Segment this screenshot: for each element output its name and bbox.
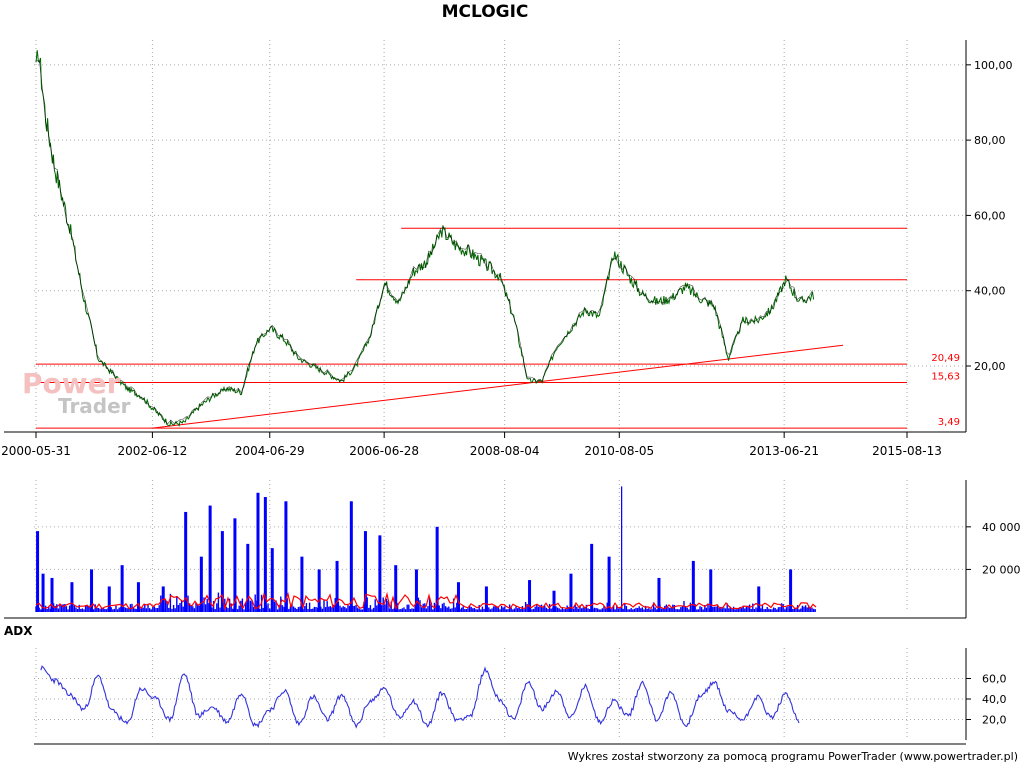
- volume-spike-bar: [36, 531, 40, 612]
- volume-spike-bar: [263, 497, 267, 612]
- volume-spike-bar: [394, 565, 398, 612]
- volume-spike-bar: [435, 526, 439, 612]
- price-y-tick-label: 40,00: [974, 285, 1006, 298]
- volume-spike-bar: [90, 569, 94, 612]
- volume-spike-bar: [246, 543, 250, 612]
- watermark-power-text: Power: [22, 367, 121, 400]
- volume-spike-bar: [317, 569, 321, 612]
- volume-y-tick-label: 20 000: [982, 563, 1021, 576]
- x-tick-label: 2000-05-31: [1, 444, 71, 458]
- volume-spike-bar: [757, 586, 761, 612]
- price-y-tick-label: 80,00: [974, 134, 1006, 147]
- volume-spike-bar: [709, 569, 713, 612]
- adx-y-tick-label: 60,0: [982, 673, 1007, 686]
- volume-spike-bar: [300, 556, 304, 612]
- volume-spike-bar: [256, 492, 260, 612]
- volume-spike-bar: [552, 590, 556, 612]
- volume-spike-bar: [136, 582, 140, 612]
- adx-y-tick-label: 20,0: [982, 714, 1007, 727]
- volume-spike-bar: [590, 543, 594, 612]
- price-y-tick-label: 100,00: [974, 59, 1013, 72]
- price-candle-wicks: [36, 60, 813, 425]
- volume-spike-bar: [41, 573, 45, 612]
- chart-title: MCLOGIC: [441, 2, 529, 22]
- x-tick-label: 2002-06-12: [118, 444, 188, 458]
- level-label: 15,63: [931, 371, 960, 382]
- volume-spike-bar: [484, 586, 488, 612]
- x-tick-label: 2015-08-13: [872, 444, 942, 458]
- volume-spike-bar: [349, 501, 353, 612]
- x-tick-label: 2010-08-05: [584, 444, 654, 458]
- volume-spike-bar: [120, 565, 124, 612]
- volume-spike-bar: [107, 586, 111, 612]
- volume-spike-bar: [233, 518, 237, 612]
- volume-spike-bar: [363, 531, 367, 612]
- level-label: 20,49: [931, 353, 960, 364]
- volume-spike-bar: [621, 486, 623, 612]
- support-trendline: [152, 344, 844, 429]
- volume-spike-bar: [414, 569, 418, 612]
- volume-spike-bar: [199, 556, 203, 612]
- volume-spike-bar: [607, 556, 611, 612]
- adx-panel-label: ADX: [4, 624, 33, 638]
- x-tick-label: 2004-06-29: [235, 444, 305, 458]
- x-tick-label: 2008-08-04: [470, 444, 540, 458]
- powertrader-watermark: Power Trader: [22, 367, 131, 418]
- volume-spike-bar: [569, 573, 573, 612]
- volume-spike-bar: [270, 548, 274, 612]
- volume-spike-bar: [70, 582, 74, 612]
- volume-spike-bar: [284, 501, 288, 612]
- x-tick-label: 2013-06-21: [749, 444, 819, 458]
- adx-y-tick-label: 40,0: [982, 693, 1007, 706]
- volume-spike-bar: [378, 535, 382, 612]
- price-y-tick-label: 60,00: [974, 209, 1006, 222]
- volume-spike-bar: [335, 560, 339, 612]
- volume-y-tick-label: 40 000: [982, 521, 1021, 534]
- level-label: 3,49: [938, 417, 960, 428]
- volume-spike-bar: [657, 577, 661, 612]
- volume-spike-bar: [691, 560, 695, 612]
- volume-spike-bar: [456, 582, 460, 612]
- x-tick-label: 2006-06-28: [349, 444, 419, 458]
- volume-spike-bar: [50, 577, 54, 612]
- volume-average-line: [35, 591, 817, 611]
- volume-spike-bar: [208, 505, 212, 612]
- watermark-trader-text: Trader: [58, 394, 131, 418]
- price-line: [35, 50, 815, 427]
- price-y-tick-label: 20,00: [974, 360, 1006, 373]
- footer-credit: Wykres został stworzony za pomocą progra…: [567, 750, 1018, 763]
- volume-spike-bar: [220, 531, 224, 612]
- volume-spike-bar: [184, 511, 188, 612]
- adx-line: [40, 665, 800, 729]
- volume-spike-bar: [528, 580, 532, 612]
- volume-spike-bar: [789, 569, 793, 612]
